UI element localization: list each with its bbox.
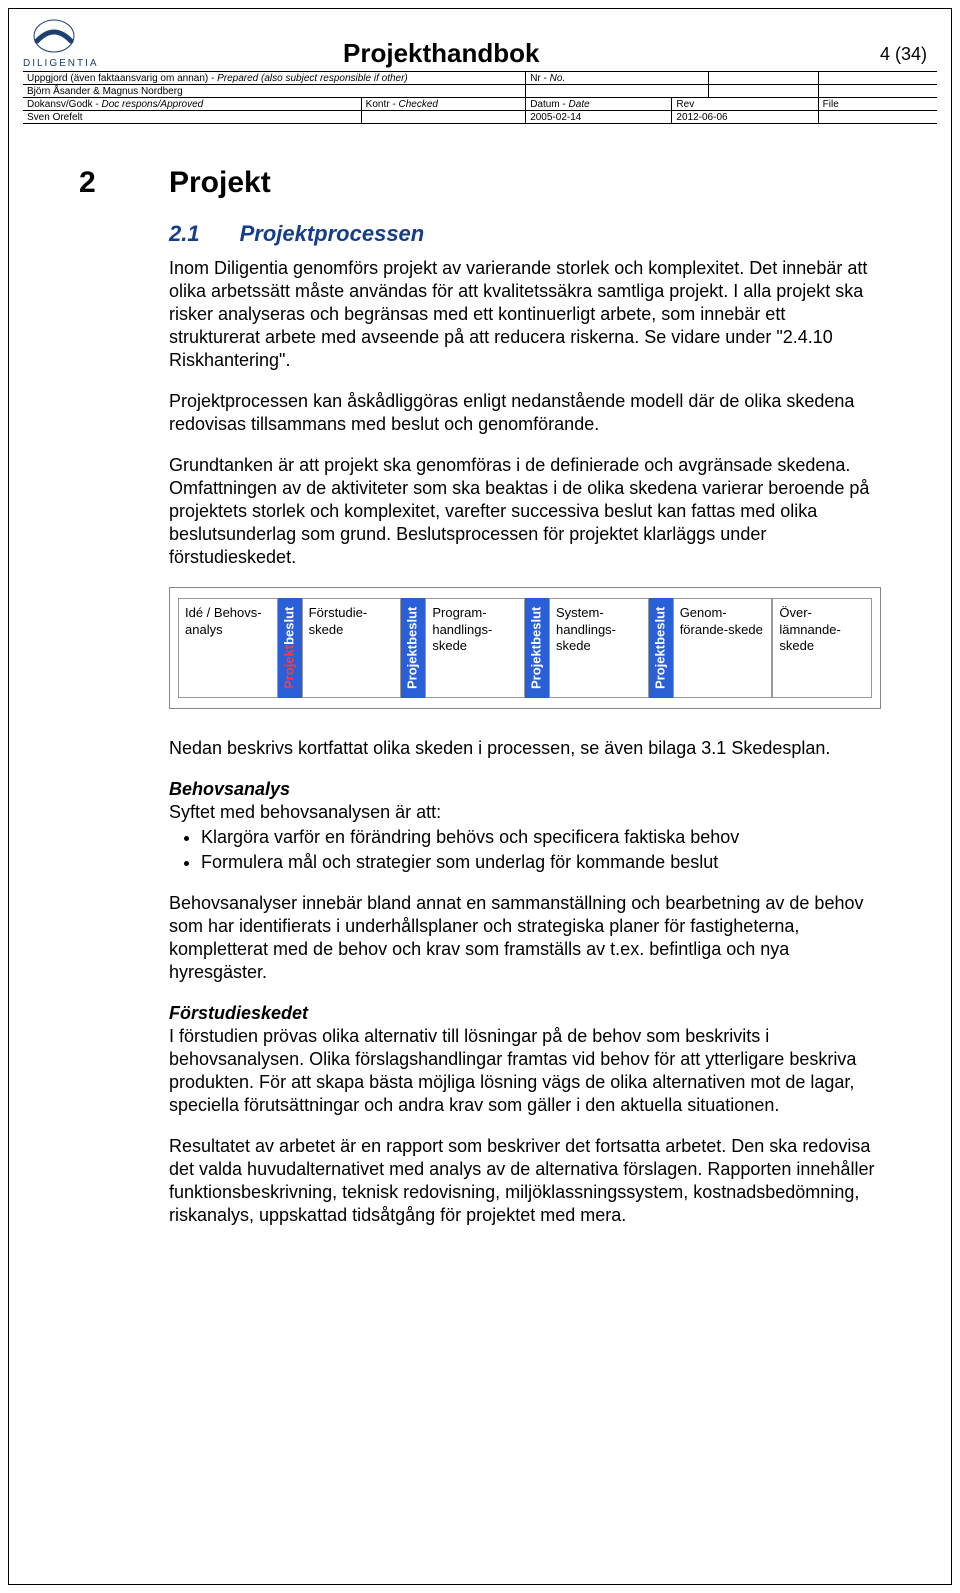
stage-box: Förstudie-skede: [302, 598, 402, 698]
page-number: 4 (34): [880, 44, 937, 69]
stage-box: Program-handlings-skede: [425, 598, 525, 698]
date-label-en: Date: [569, 99, 590, 110]
section-title: Projekt: [169, 164, 271, 202]
checked-label: Kontr -: [366, 99, 399, 110]
body: Inom Diligentia genomförs projekt av var…: [169, 257, 881, 1228]
paragraph: Resultatet av arbetet är en rapport som …: [169, 1135, 881, 1227]
file-label: File: [818, 98, 937, 111]
prepared-label-en: Prepared (also subject responsible if ot…: [217, 73, 408, 84]
stage-label: Över-lämnande-skede: [779, 605, 865, 655]
diligentia-logo-icon: [31, 17, 77, 55]
meta-row-2: Dokansv/Godk - Doc respons/Approved Kont…: [23, 97, 937, 124]
paragraph: Grundtanken är att projekt ska genomföra…: [169, 454, 881, 569]
stage-label: Förstudie-skede: [309, 605, 395, 638]
subsection-title: Projektprocessen: [240, 220, 425, 248]
paragraph: Behovsanalyser innebär bland annat en sa…: [169, 892, 881, 984]
bullet-list: Klargöra varför en förändring behövs och…: [169, 826, 881, 874]
paragraph: Projektprocessen kan åskådliggöras enlig…: [169, 390, 881, 436]
approved-value: Sven Orefelt: [23, 111, 361, 124]
list-item: Klargöra varför en förändring behövs och…: [201, 826, 881, 849]
rev-value: 2012-06-06: [672, 111, 818, 124]
doc-header: DILIGENTIA Projekthandbok 4 (34) Uppgjor…: [9, 9, 951, 124]
logo-text: DILIGENTIA: [23, 58, 203, 69]
process-diagram: Idé / Behovs-analys Projektbeslut Förstu…: [169, 587, 881, 709]
prepared-value: Björn Åsander & Magnus Nordberg: [23, 85, 526, 98]
paragraph: Nedan beskrivs kortfattat olika skeden i…: [169, 737, 881, 760]
page: DILIGENTIA Projekthandbok 4 (34) Uppgjor…: [8, 8, 952, 1585]
title-row: DILIGENTIA Projekthandbok 4 (34): [23, 17, 937, 69]
decision-gate: Projektbeslut: [278, 598, 302, 698]
stage-box: Över-lämnande-skede: [772, 598, 872, 698]
subheading-forstudie: Förstudieskedet: [169, 1002, 881, 1025]
approved-label-en: Doc respons/Approved: [101, 99, 203, 110]
approved-label: Dokansv/Godk -: [27, 99, 101, 110]
prepared-label: Uppgjord (även faktaansvarig om annan) -: [27, 73, 217, 84]
nr-label: Nr -: [530, 73, 549, 84]
paragraph: Inom Diligentia genomförs projekt av var…: [169, 257, 881, 372]
content: 2 Projekt 2.1 Projektprocessen Inom Dili…: [9, 124, 951, 1275]
stage-label: Program-handlings-skede: [432, 605, 518, 655]
stage-label: System-handlings-skede: [556, 605, 642, 655]
date-label: Datum -: [530, 99, 568, 110]
decision-gate: Projektbeslut: [649, 598, 673, 698]
decision-gate: Projektbeslut: [401, 598, 425, 698]
subheading-behovsanalys: Behovsanalys: [169, 778, 881, 801]
stage-box: Idé / Behovs-analys: [178, 598, 278, 698]
paragraph: I förstudien prövas olika alternativ til…: [169, 1025, 881, 1117]
decision-gate: Projektbeslut: [525, 598, 549, 698]
section-heading: 2 Projekt: [79, 164, 881, 202]
stage-box: System-handlings-skede: [549, 598, 649, 698]
subsection-number: 2.1: [169, 220, 240, 248]
paragraph: Syftet med behovsanalysen är att:: [169, 801, 881, 824]
stage-label: Idé / Behovs-analys: [185, 605, 271, 638]
stage-box: Genom-förande-skede: [673, 598, 773, 698]
checked-label-en: Checked: [398, 99, 437, 110]
section-number: 2: [79, 164, 169, 202]
subsection-heading: 2.1 Projektprocessen: [79, 220, 881, 248]
nr-label-en: No.: [550, 73, 566, 84]
meta-row-1: Uppgjord (även faktaansvarig om annan) -…: [23, 71, 937, 97]
date-value: 2005-02-14: [526, 111, 672, 124]
document-title: Projekthandbok: [203, 38, 880, 69]
stage-label: Genom-förande-skede: [680, 605, 766, 638]
logo-cell: DILIGENTIA: [23, 17, 203, 69]
rev-label: Rev: [672, 98, 818, 111]
list-item: Formulera mål och strategier som underla…: [201, 851, 881, 874]
